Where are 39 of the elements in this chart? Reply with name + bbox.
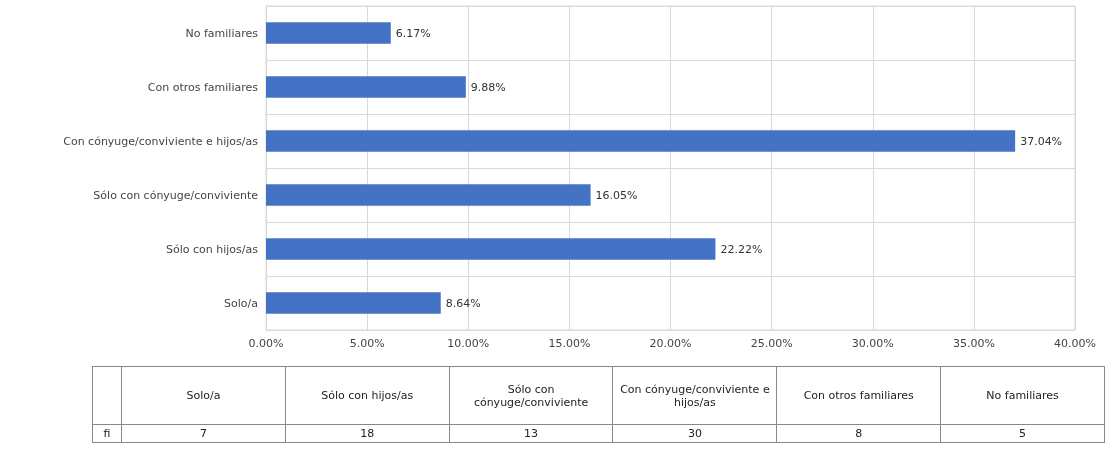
text: fi bbox=[92, 424, 122, 443]
x-tick-label: 5.00% bbox=[349, 337, 385, 350]
bar bbox=[266, 238, 716, 260]
data-label: 18 bbox=[285, 424, 450, 443]
bar bbox=[266, 130, 1016, 152]
x-tick-label: 40.00% bbox=[1054, 337, 1096, 350]
x-tick-label: 30.00% bbox=[851, 337, 894, 350]
y-tick-label: No familiares bbox=[185, 26, 259, 40]
category-label: No familiares bbox=[940, 366, 1105, 425]
x-tick-label: 10.00% bbox=[447, 337, 490, 350]
x-tick-label: 35.00% bbox=[952, 337, 995, 350]
data-label: 37.04% bbox=[1020, 134, 1063, 148]
data-label: 22.22% bbox=[720, 242, 763, 256]
bar bbox=[266, 76, 466, 98]
x-tick-label: 20.00% bbox=[649, 337, 692, 350]
x-tick-label: 15.00% bbox=[548, 337, 591, 350]
bar bbox=[266, 22, 391, 44]
y-tick-label: Solo/a bbox=[224, 296, 258, 310]
y-tick-label: Con otros familiares bbox=[147, 80, 259, 94]
bar bbox=[266, 292, 441, 314]
y-tick-label: Con cónyuge/conviviente e hijos/as bbox=[63, 134, 259, 148]
category-label: Con cónyuge/conviviente e hijos/as bbox=[612, 366, 777, 425]
y-tick-label: Sólo con hijos/as bbox=[166, 242, 259, 256]
data-label: 9.88% bbox=[470, 80, 506, 94]
data-label: 8 bbox=[776, 424, 941, 443]
data-label: 5 bbox=[940, 424, 1105, 443]
category-label: Con otros familiares bbox=[776, 366, 941, 425]
data-label: 8.64% bbox=[445, 296, 481, 310]
category-label: Sólo con cónyuge/conviviente bbox=[449, 366, 613, 425]
x-tick-label: 0.00% bbox=[248, 337, 284, 350]
data-label: 7 bbox=[121, 424, 286, 443]
data-label: 13 bbox=[449, 424, 613, 443]
category-label: Sólo con hijos/as bbox=[285, 366, 450, 425]
y-tick-label: Sólo con cónyuge/conviviente bbox=[93, 188, 259, 202]
data-label: 6.17% bbox=[395, 26, 431, 40]
data-label: 30 bbox=[612, 424, 777, 443]
bar bbox=[266, 184, 591, 206]
data-label: 16.05% bbox=[595, 188, 638, 202]
x-tick-label: 25.00% bbox=[750, 337, 793, 350]
